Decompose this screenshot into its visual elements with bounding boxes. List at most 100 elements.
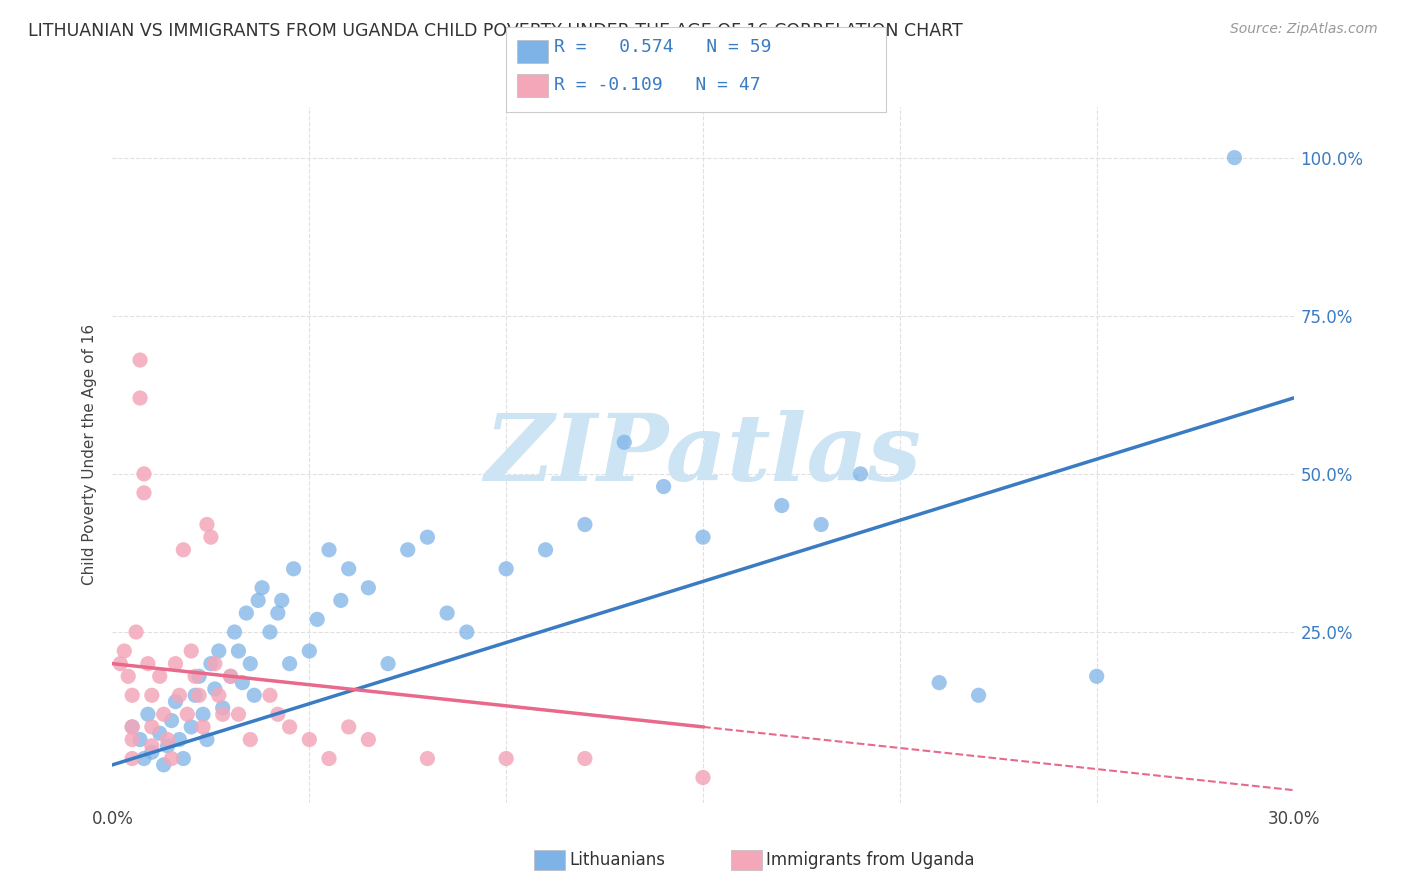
Point [121,732,143,747]
Point [208,688,231,702]
Point [318,542,340,557]
Point [176,707,198,722]
Point [770,499,793,513]
Point [169,732,191,747]
Text: ZIPatlas: ZIPatlas [485,410,921,500]
Point [200,530,222,544]
Point [129,732,152,747]
Point [204,657,226,671]
Point [149,726,172,740]
Point [247,593,270,607]
Point [121,720,143,734]
Point [204,681,226,696]
Point [396,542,419,557]
Point [574,517,596,532]
Text: Immigrants from Uganda: Immigrants from Uganda [766,851,974,869]
Point [278,720,301,734]
Point [188,669,211,683]
Point [967,688,990,702]
Point [250,581,273,595]
Point [337,562,360,576]
Point [149,669,172,683]
Point [228,707,250,722]
Point [132,486,155,500]
Point [211,701,233,715]
Point [172,542,194,557]
Point [129,391,152,405]
Point [117,669,139,683]
Point [270,593,292,607]
Point [184,669,207,683]
Point [121,688,143,702]
Point [318,751,340,765]
Point [267,606,290,620]
Point [377,657,399,671]
Point [132,467,155,481]
Point [652,479,675,493]
Point [195,517,218,532]
Point [110,657,132,671]
Point [283,562,305,576]
Point [141,720,163,734]
Point [259,625,281,640]
Point [160,751,183,765]
Point [191,707,214,722]
Text: Source: ZipAtlas.com: Source: ZipAtlas.com [1230,22,1378,37]
Point [307,612,329,626]
Point [231,675,253,690]
Point [195,732,218,747]
Point [141,688,163,702]
Point [112,644,135,658]
Text: R = -0.109   N = 47: R = -0.109 N = 47 [554,76,761,94]
Text: Lithuanians: Lithuanians [569,851,665,869]
Point [156,732,179,747]
Point [534,542,557,557]
Point [136,707,159,722]
Point [132,751,155,765]
Point [191,720,214,734]
Point [298,732,321,747]
Point [208,644,231,658]
Point [180,644,202,658]
Point [849,467,872,481]
Point [692,771,714,785]
Point [416,530,439,544]
Point [278,657,301,671]
Point [156,739,179,753]
Point [141,745,163,759]
Point [121,751,143,765]
Point [169,688,191,702]
Point [129,353,152,368]
Point [141,739,163,753]
Point [200,657,222,671]
Point [180,720,202,734]
Point [495,562,517,576]
Point [1223,151,1246,165]
Point [125,625,148,640]
Point [267,707,290,722]
Point [152,757,174,772]
Point [495,751,517,765]
Point [184,688,207,702]
Point [357,732,380,747]
Point [613,435,636,450]
Point [239,732,262,747]
Point [136,657,159,671]
Point [188,688,211,702]
Y-axis label: Child Poverty Under the Age of 16: Child Poverty Under the Age of 16 [82,325,97,585]
Point [219,669,242,683]
Point [243,688,266,702]
Point [228,644,250,658]
Point [337,720,360,734]
Point [219,669,242,683]
Point [1085,669,1108,683]
Point [416,751,439,765]
Text: R =   0.574   N = 59: R = 0.574 N = 59 [554,38,772,56]
Point [211,707,233,722]
Point [574,751,596,765]
Point [810,517,832,532]
Point [224,625,246,640]
Point [172,751,194,765]
Point [235,606,257,620]
Point [456,625,478,640]
